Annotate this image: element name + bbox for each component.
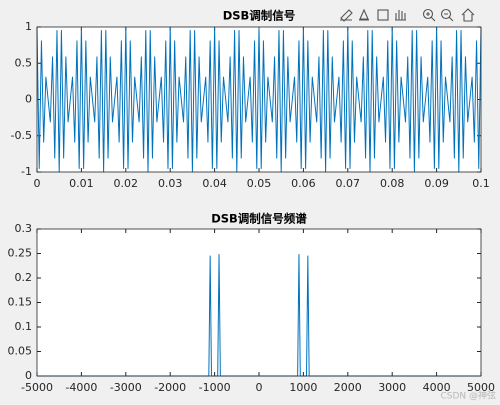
x-tick-label: 4000 [423,381,451,394]
x-tick-label: 0.1 [472,177,490,190]
x-tick-label: 0 [256,381,263,394]
y-tick-label: 0.05 [8,345,33,358]
x-tick-label: 0 [34,177,41,190]
y-tick-label: 0.1 [15,320,33,333]
toolbar-brush[interactable] [340,9,353,22]
x-tick-label: 0.04 [202,177,227,190]
toolbar-zoom-in-glyph [426,12,436,22]
x-tick-label: 0.01 [69,177,94,190]
x-tick-label: 0.02 [114,177,139,190]
x-tick-label: 1000 [289,381,317,394]
y-tick-label: 0.15 [8,296,33,309]
x-tick-label: 3000 [378,381,406,394]
y-tick-label: 0 [25,369,32,382]
toolbar-pan[interactable] [395,10,406,21]
toolbar-zoom-out[interactable] [440,8,452,20]
toolbar-zoom-in[interactable] [422,8,434,20]
chart-title: DSB调制信号频谱 [211,212,307,226]
chart-title: DSB调制信号 [223,9,296,23]
x-tick-label: 0.08 [380,177,405,190]
x-tick-label: -5000 [21,381,53,394]
x-tick-label: 0.06 [291,177,316,190]
axes-box [36,26,482,173]
x-tick-label: 0.05 [247,177,272,190]
toolbar-zoom-out-glyph [444,13,454,22]
watermark: CSDN @神弦 [440,390,496,402]
y-tick-label: -0.5 [11,129,32,142]
y-tick-label: 0.25 [8,247,33,260]
x-tick-label: 5000 [467,381,495,394]
axes-box [36,228,482,377]
toolbar [340,8,475,22]
y-tick-label: 0 [25,93,32,106]
x-tick-label: 2000 [334,381,362,394]
y-tick-label: 0.3 [15,222,33,235]
x-tick-label: -4000 [65,381,97,394]
x-tick-label: 0.07 [336,177,361,190]
y-tick-label: 0.2 [15,271,33,284]
axes-background [37,229,481,376]
y-tick-label: 1 [25,20,32,33]
x-tick-label: -2000 [154,381,186,394]
x-tick-label: -1000 [199,381,231,394]
toolbar-data-tip[interactable] [359,8,369,21]
y-tick-label: 0.5 [15,56,33,69]
toolbar-home[interactable] [461,8,475,22]
y-tick-label: -1 [21,165,32,178]
x-tick-label: -3000 [110,381,142,394]
toolbar-legend[interactable] [377,9,389,21]
x-tick-label: 0.09 [424,177,449,190]
x-tick-label: 0.03 [158,177,183,190]
